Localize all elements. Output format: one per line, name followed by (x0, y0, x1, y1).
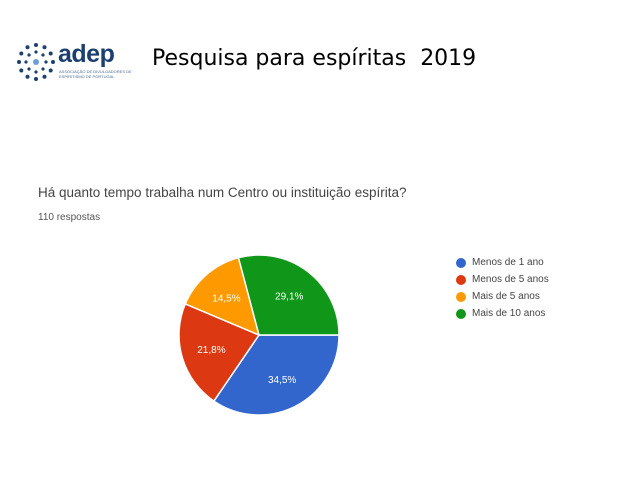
legend-label: Menos de 1 ano (472, 257, 544, 268)
slice-label: 34,5% (268, 375, 296, 386)
chart-legend: Menos de 1 ano Menos de 5 anos Mais de 5… (456, 254, 549, 322)
legend-swatch (456, 291, 466, 302)
slice-label: 29,1% (275, 292, 303, 303)
chart-subtitle: 110 respostas (38, 212, 101, 223)
legend-label: Menos de 5 anos (472, 274, 549, 285)
logo-subtitle: Associação de Divulgadores de Espiritism… (59, 69, 132, 79)
legend-item: Mais de 5 anos (456, 288, 549, 305)
legend-item: Mais de 10 anos (456, 305, 549, 322)
logo-name: adep (58, 40, 115, 68)
pie-slice (237, 254, 340, 336)
legend-swatch (456, 274, 466, 285)
legend-label: Mais de 10 anos (472, 308, 546, 319)
pie-slice (184, 256, 261, 337)
adep-logo: adep Associação de Divulgadores de Espir… (16, 40, 132, 86)
chart-title: Há quanto tempo trabalha num Centro ou i… (38, 185, 407, 200)
pie-slice (212, 334, 340, 416)
legend-swatch (456, 308, 466, 319)
legend-item: Menos de 5 anos (456, 271, 549, 288)
legend-label: Mais de 5 anos (472, 291, 540, 302)
pie-slice (178, 302, 261, 403)
slide-title: Pesquisa para espíritas 2019 (152, 46, 477, 71)
logo-dots-icon (17, 43, 55, 81)
legend-item: Menos de 1 ano (456, 254, 549, 271)
legend-swatch (456, 257, 466, 268)
slice-label: 14,5% (212, 294, 240, 305)
slice-label: 21,8% (197, 345, 225, 356)
